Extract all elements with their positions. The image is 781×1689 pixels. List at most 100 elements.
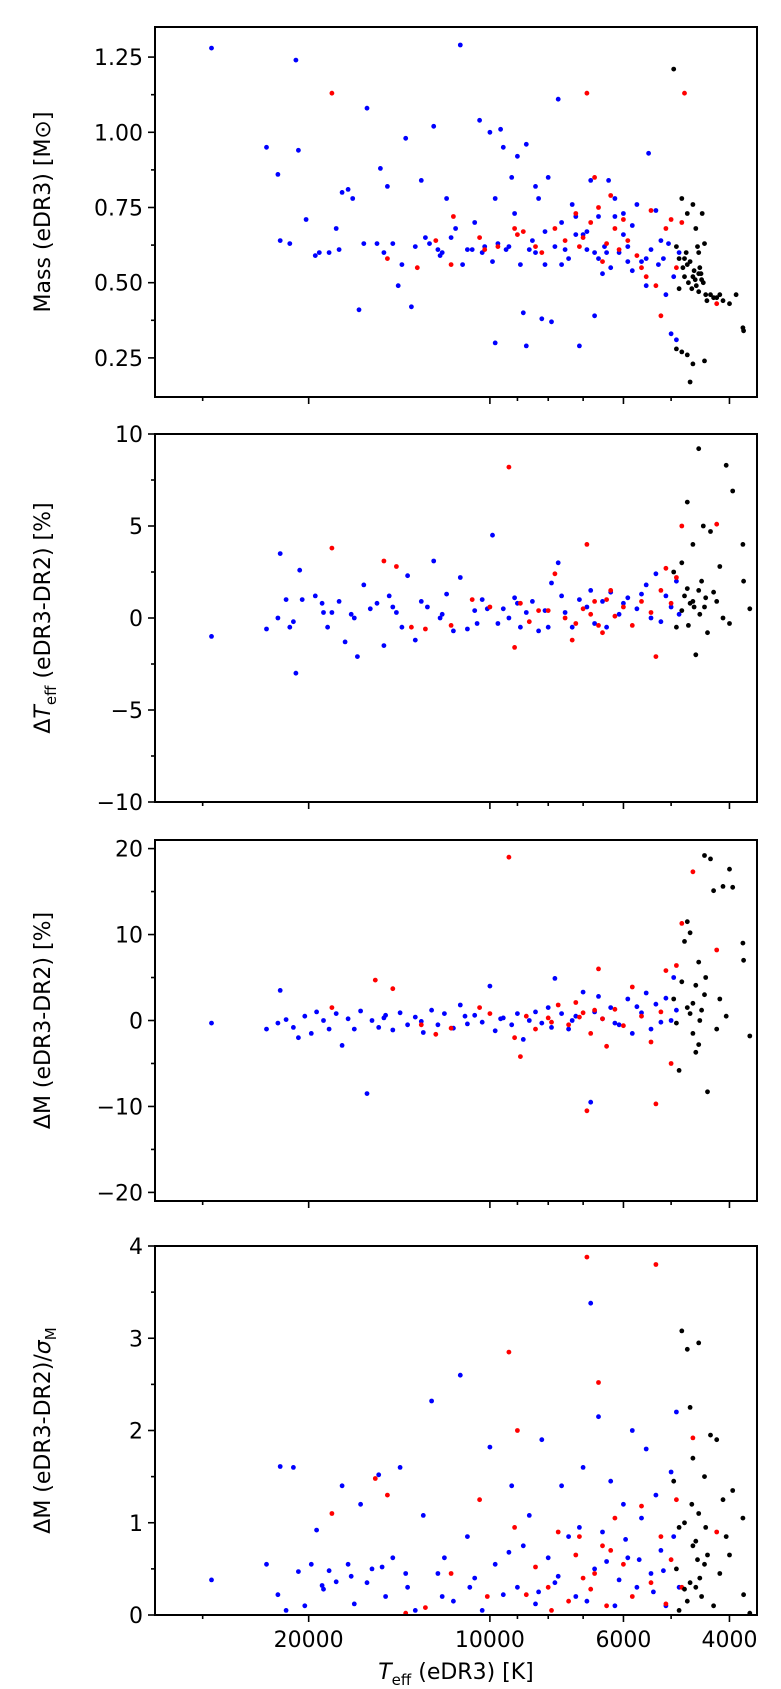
data-point [663, 1601, 669, 1607]
data-point [291, 1025, 296, 1030]
data-point [414, 265, 420, 271]
data-point [693, 1538, 699, 1544]
data-point [423, 235, 428, 241]
data-point [264, 1561, 269, 1567]
data-point [472, 608, 478, 613]
data-point [684, 586, 690, 591]
data-point [552, 976, 558, 981]
data-point [506, 244, 512, 250]
data-point [444, 591, 449, 597]
data-point [562, 615, 568, 621]
data-point [634, 1584, 640, 1590]
data-point [600, 599, 605, 604]
data-point [696, 1042, 702, 1047]
data-point [418, 1019, 424, 1024]
data-point [381, 643, 387, 648]
data-point [730, 488, 736, 494]
data-point [596, 1414, 601, 1420]
data-point [621, 1501, 626, 1507]
data-point [690, 361, 696, 367]
data-point [646, 150, 651, 156]
data-point [639, 1010, 644, 1016]
data-point [526, 619, 532, 625]
data-point [682, 256, 687, 261]
data-point [684, 211, 690, 216]
data-point [648, 1571, 654, 1576]
data-point [674, 1007, 679, 1013]
data-point [465, 247, 470, 253]
data-point [604, 1043, 609, 1049]
y-tick-label: 2 [129, 1420, 143, 1445]
data-point [648, 1026, 654, 1032]
data-point [699, 277, 704, 283]
data-point [559, 262, 564, 267]
data-point [690, 542, 696, 547]
data-point [314, 1527, 319, 1533]
data-point [549, 1608, 554, 1613]
y-tick-label: 0.50 [94, 272, 143, 297]
data-point [676, 1608, 682, 1613]
data-point [686, 280, 691, 286]
data-point [684, 262, 690, 267]
panel-2: −10 −5 0 5 10 ΔTeff (eDR3-DR2) [%] [31, 423, 758, 816]
data-point [530, 599, 535, 604]
x-tick-label: 10000 [455, 1628, 525, 1653]
data-point [608, 193, 614, 198]
data-point [600, 1016, 605, 1022]
data-point [723, 1534, 729, 1539]
data-point [512, 1525, 517, 1530]
data-point [693, 226, 699, 231]
data-point [533, 1601, 538, 1607]
data-point [512, 226, 517, 231]
data-point [573, 1000, 579, 1005]
y-tick-label: −5 [111, 699, 143, 724]
data-point [612, 1006, 618, 1012]
data-point [679, 196, 685, 201]
data-point [621, 1561, 626, 1567]
data-point [600, 271, 605, 277]
data-point [639, 259, 644, 264]
data-point [381, 250, 387, 256]
axes-frame [154, 433, 758, 803]
data-point [523, 610, 529, 615]
data-point [209, 1020, 214, 1026]
data-point [604, 1559, 609, 1564]
data-point [580, 1010, 586, 1016]
data-point [596, 994, 601, 999]
data-point [326, 1568, 332, 1574]
data-point [376, 1025, 382, 1030]
data-point [625, 996, 631, 1002]
data-point [526, 247, 532, 253]
data-point [580, 989, 586, 995]
data-point [509, 1483, 515, 1489]
data-point [674, 1566, 679, 1572]
data-point [399, 262, 405, 267]
data-point [555, 560, 561, 566]
data-point [515, 1428, 520, 1433]
data-point [584, 604, 590, 610]
data-point [552, 244, 558, 250]
data-point [299, 597, 305, 602]
data-point [512, 1035, 517, 1041]
data-point [361, 582, 367, 588]
data-point [490, 259, 495, 264]
data-point [658, 588, 664, 593]
data-point [545, 175, 551, 180]
data-point [381, 1015, 387, 1021]
data-point [697, 1575, 703, 1581]
data-point [674, 346, 679, 352]
data-point [462, 1013, 468, 1019]
data-point [674, 1020, 679, 1026]
data-point [714, 599, 720, 604]
data-point [696, 588, 702, 593]
data-point [616, 1577, 622, 1583]
data-point [492, 196, 498, 201]
data-point [705, 1552, 710, 1558]
data-point [592, 313, 597, 319]
data-point [653, 654, 659, 659]
data-point [577, 1014, 582, 1020]
data-point [539, 316, 545, 322]
data-point [312, 253, 318, 258]
data-point [472, 1012, 478, 1018]
data-point [361, 241, 367, 247]
